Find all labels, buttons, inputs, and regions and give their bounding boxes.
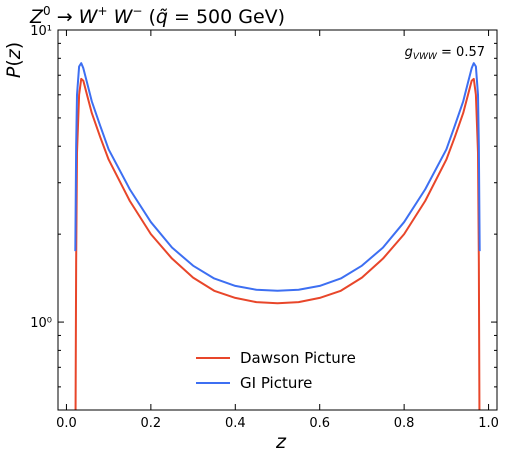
y-tick-label: 10¹ (30, 24, 52, 39)
y-axis-label: P(z) (3, 42, 25, 78)
x-tick-label: 0.2 (141, 416, 162, 431)
legend-label-gi: GI Picture (240, 374, 312, 392)
series-line-dawson (74, 77, 481, 410)
legend: Dawson Picture GI Picture (196, 349, 356, 392)
x-tick-label: 1.0 (478, 416, 499, 431)
x-tick-label: 0.8 (394, 416, 415, 431)
plot-frame (57, 29, 498, 411)
series-layer (74, 62, 481, 410)
x-tick-label: 0.0 (56, 416, 77, 431)
x-axis-label: z (275, 431, 287, 453)
x-tick-label: 0.6 (309, 416, 330, 431)
x-tick-label: 0.4 (225, 416, 246, 431)
chart-title: Z0 → W+ W− (q̃ = 500 GeV) (29, 4, 285, 28)
legend-label-dawson: Dawson Picture (240, 349, 356, 367)
coupling-annotation: gVWW = 0.57 (405, 45, 485, 62)
series-line-gi (74, 62, 481, 292)
tick-layer: 0.0 0.2 0.4 0.6 0.8 1.0 10⁰ 10¹ (30, 24, 499, 431)
y-tick-label: 10⁰ (30, 316, 52, 331)
